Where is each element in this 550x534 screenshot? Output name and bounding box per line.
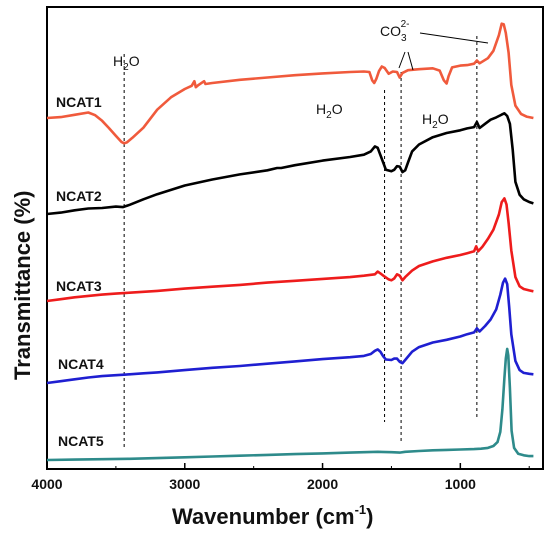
series-label-ncat4: NCAT4 [58,356,104,372]
x-tick-label-3000: 3000 [169,476,200,492]
reference-lines [123,36,478,448]
annotation-h2o-3440: H2O [113,53,140,73]
series-line-ncat5 [46,347,534,462]
x-axis-title: Wavenumber (cm-1) [172,502,373,529]
spectra-lines [46,22,534,462]
annotation-co3: CO32- [380,19,409,44]
annotation-h2o-1120: H2O [422,111,449,131]
series-label-ncat2: NCAT2 [56,188,102,204]
series-line-ncat3 [46,197,534,303]
series-label-ncat1: NCAT1 [56,94,102,110]
annotation-h2o-1640: H2O [316,101,343,121]
series-label-ncat5: NCAT5 [58,433,104,449]
x-tick-label-1000: 1000 [445,476,476,492]
x-axis-ticks: 4000 3000 2000 1000 [31,463,530,492]
series-label-ncat3: NCAT3 [56,278,102,294]
co3-pointer-right [419,32,489,44]
series-line-ncat4 [46,277,534,385]
series-line-ncat2 [46,112,534,216]
co3-pointer-mid [407,51,414,71]
axes-frame [46,6,544,470]
series-line-ncat1 [46,22,534,145]
x-tick-label-2000: 2000 [307,476,338,492]
plot-frame [46,6,544,470]
x-tick-label-4000: 4000 [31,476,62,492]
y-axis-title: Transmittance (%) [10,191,35,381]
co3-pointer-lines [398,32,489,71]
co3-pointer-left [398,51,406,69]
